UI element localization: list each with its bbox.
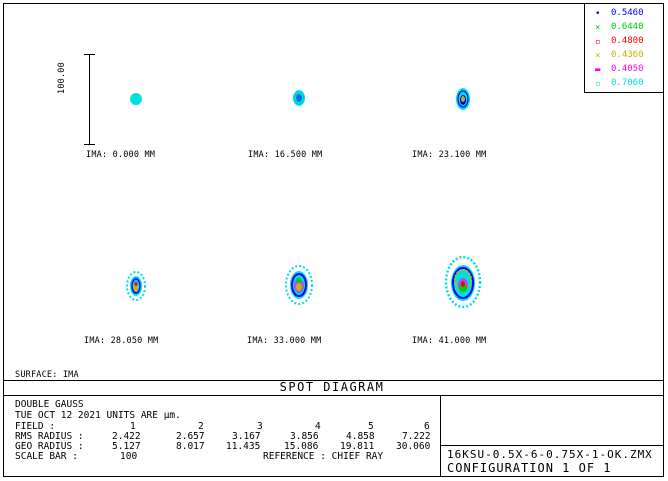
rms-row-label: RMS RADIUS : bbox=[15, 431, 84, 442]
rms-value: 3.167 bbox=[232, 431, 261, 442]
legend-entry: × 0.4360 bbox=[585, 50, 665, 63]
divider bbox=[3, 395, 664, 396]
legend-marker: ▫ bbox=[595, 79, 601, 89]
legend-entry: ▫ 0.7060 bbox=[585, 78, 665, 91]
legend-wavelength: 0.4050 bbox=[611, 64, 644, 74]
legend-wavelength: 0.4360 bbox=[611, 50, 644, 60]
legend-wavelength: 0.4800 bbox=[611, 36, 644, 46]
file-name: 16KSU-0.5X-6-0.75X-1-OK.ZMX bbox=[447, 448, 653, 461]
spot-diagrams bbox=[126, 88, 482, 309]
rms-value: 4.858 bbox=[346, 431, 375, 442]
rms-value: 2.422 bbox=[112, 431, 141, 442]
scale-bar-cap-bottom bbox=[84, 144, 95, 145]
reference: REFERENCE : CHIEF RAY bbox=[263, 451, 384, 462]
field-label: IMA: 0.000 MM bbox=[86, 150, 156, 160]
legend-entry: • 0.5460 bbox=[585, 8, 665, 21]
legend-entry: ▬ 0.4050 bbox=[585, 64, 665, 77]
divider bbox=[440, 395, 441, 477]
geo-value: 11.435 bbox=[226, 441, 261, 452]
legend-marker: × bbox=[595, 23, 601, 33]
field-label: IMA: 41.000 MM bbox=[412, 336, 487, 346]
legend-wavelength: 0.5460 bbox=[611, 8, 644, 18]
spot-field-5 bbox=[285, 265, 313, 305]
divider bbox=[3, 380, 664, 381]
geo-value: 19.811 bbox=[340, 441, 375, 452]
legend-marker: • bbox=[595, 9, 601, 19]
diagram-title: SPOT DIAGRAM bbox=[279, 380, 385, 394]
legend-marker: ▫ bbox=[595, 37, 601, 47]
date-units: TUE OCT 12 2021 UNITS ARE µm. bbox=[15, 410, 181, 421]
field-value: 5 bbox=[368, 421, 374, 432]
legend-wavelength: 0.6440 bbox=[611, 22, 644, 32]
spot-field-4 bbox=[126, 271, 146, 301]
legend-entry: × 0.6440 bbox=[585, 22, 665, 35]
legend-wavelength: 0.7060 bbox=[611, 78, 644, 88]
legend-marker: × bbox=[595, 51, 601, 61]
rms-value: 2.657 bbox=[176, 431, 205, 442]
geo-value: 5.127 bbox=[112, 441, 141, 452]
wavelength-legend: • 0.5460 × 0.6440 ▫ 0.4800 × 0.4360 ▬ 0.… bbox=[584, 3, 664, 93]
geo-value: 8.017 bbox=[176, 441, 205, 452]
lens-name: DOUBLE GAUSS bbox=[15, 399, 84, 410]
spot-field-2 bbox=[293, 90, 305, 106]
geo-value: 15.086 bbox=[284, 441, 319, 452]
field-label: IMA: 23.100 MM bbox=[412, 150, 487, 160]
scale-bar bbox=[89, 54, 90, 144]
spot-field-6 bbox=[444, 255, 482, 309]
legend-marker: ▬ bbox=[595, 65, 601, 75]
rms-value: 3.856 bbox=[290, 431, 319, 442]
field-label: IMA: 33.000 MM bbox=[247, 336, 322, 346]
geo-value: 30.060 bbox=[396, 441, 431, 452]
rms-value: 7.222 bbox=[402, 431, 431, 442]
geo-row-label: GEO RADIUS : bbox=[15, 441, 84, 452]
scale-value: 100 bbox=[120, 451, 138, 462]
field-value: 2 bbox=[198, 421, 204, 432]
spot-field-1 bbox=[130, 93, 142, 105]
field-label: IMA: 16.500 MM bbox=[248, 150, 323, 160]
legend-entry: ▫ 0.4800 bbox=[585, 36, 665, 49]
configuration: CONFIGURATION 1 OF 1 bbox=[447, 461, 612, 475]
field-value: 3 bbox=[257, 421, 263, 432]
surface-label: SURFACE: IMA bbox=[15, 370, 79, 380]
scale-row-label: SCALE BAR : bbox=[15, 451, 78, 462]
divider bbox=[440, 445, 664, 446]
spot-field-3 bbox=[456, 88, 470, 110]
field-row-label: FIELD : bbox=[15, 421, 56, 432]
field-value: 6 bbox=[424, 421, 430, 432]
scale-bar-cap-top bbox=[84, 54, 95, 55]
field-value: 1 bbox=[130, 421, 136, 432]
plot-frame bbox=[3, 3, 664, 477]
field-label: IMA: 28.050 MM bbox=[84, 336, 159, 346]
field-value: 4 bbox=[315, 421, 321, 432]
